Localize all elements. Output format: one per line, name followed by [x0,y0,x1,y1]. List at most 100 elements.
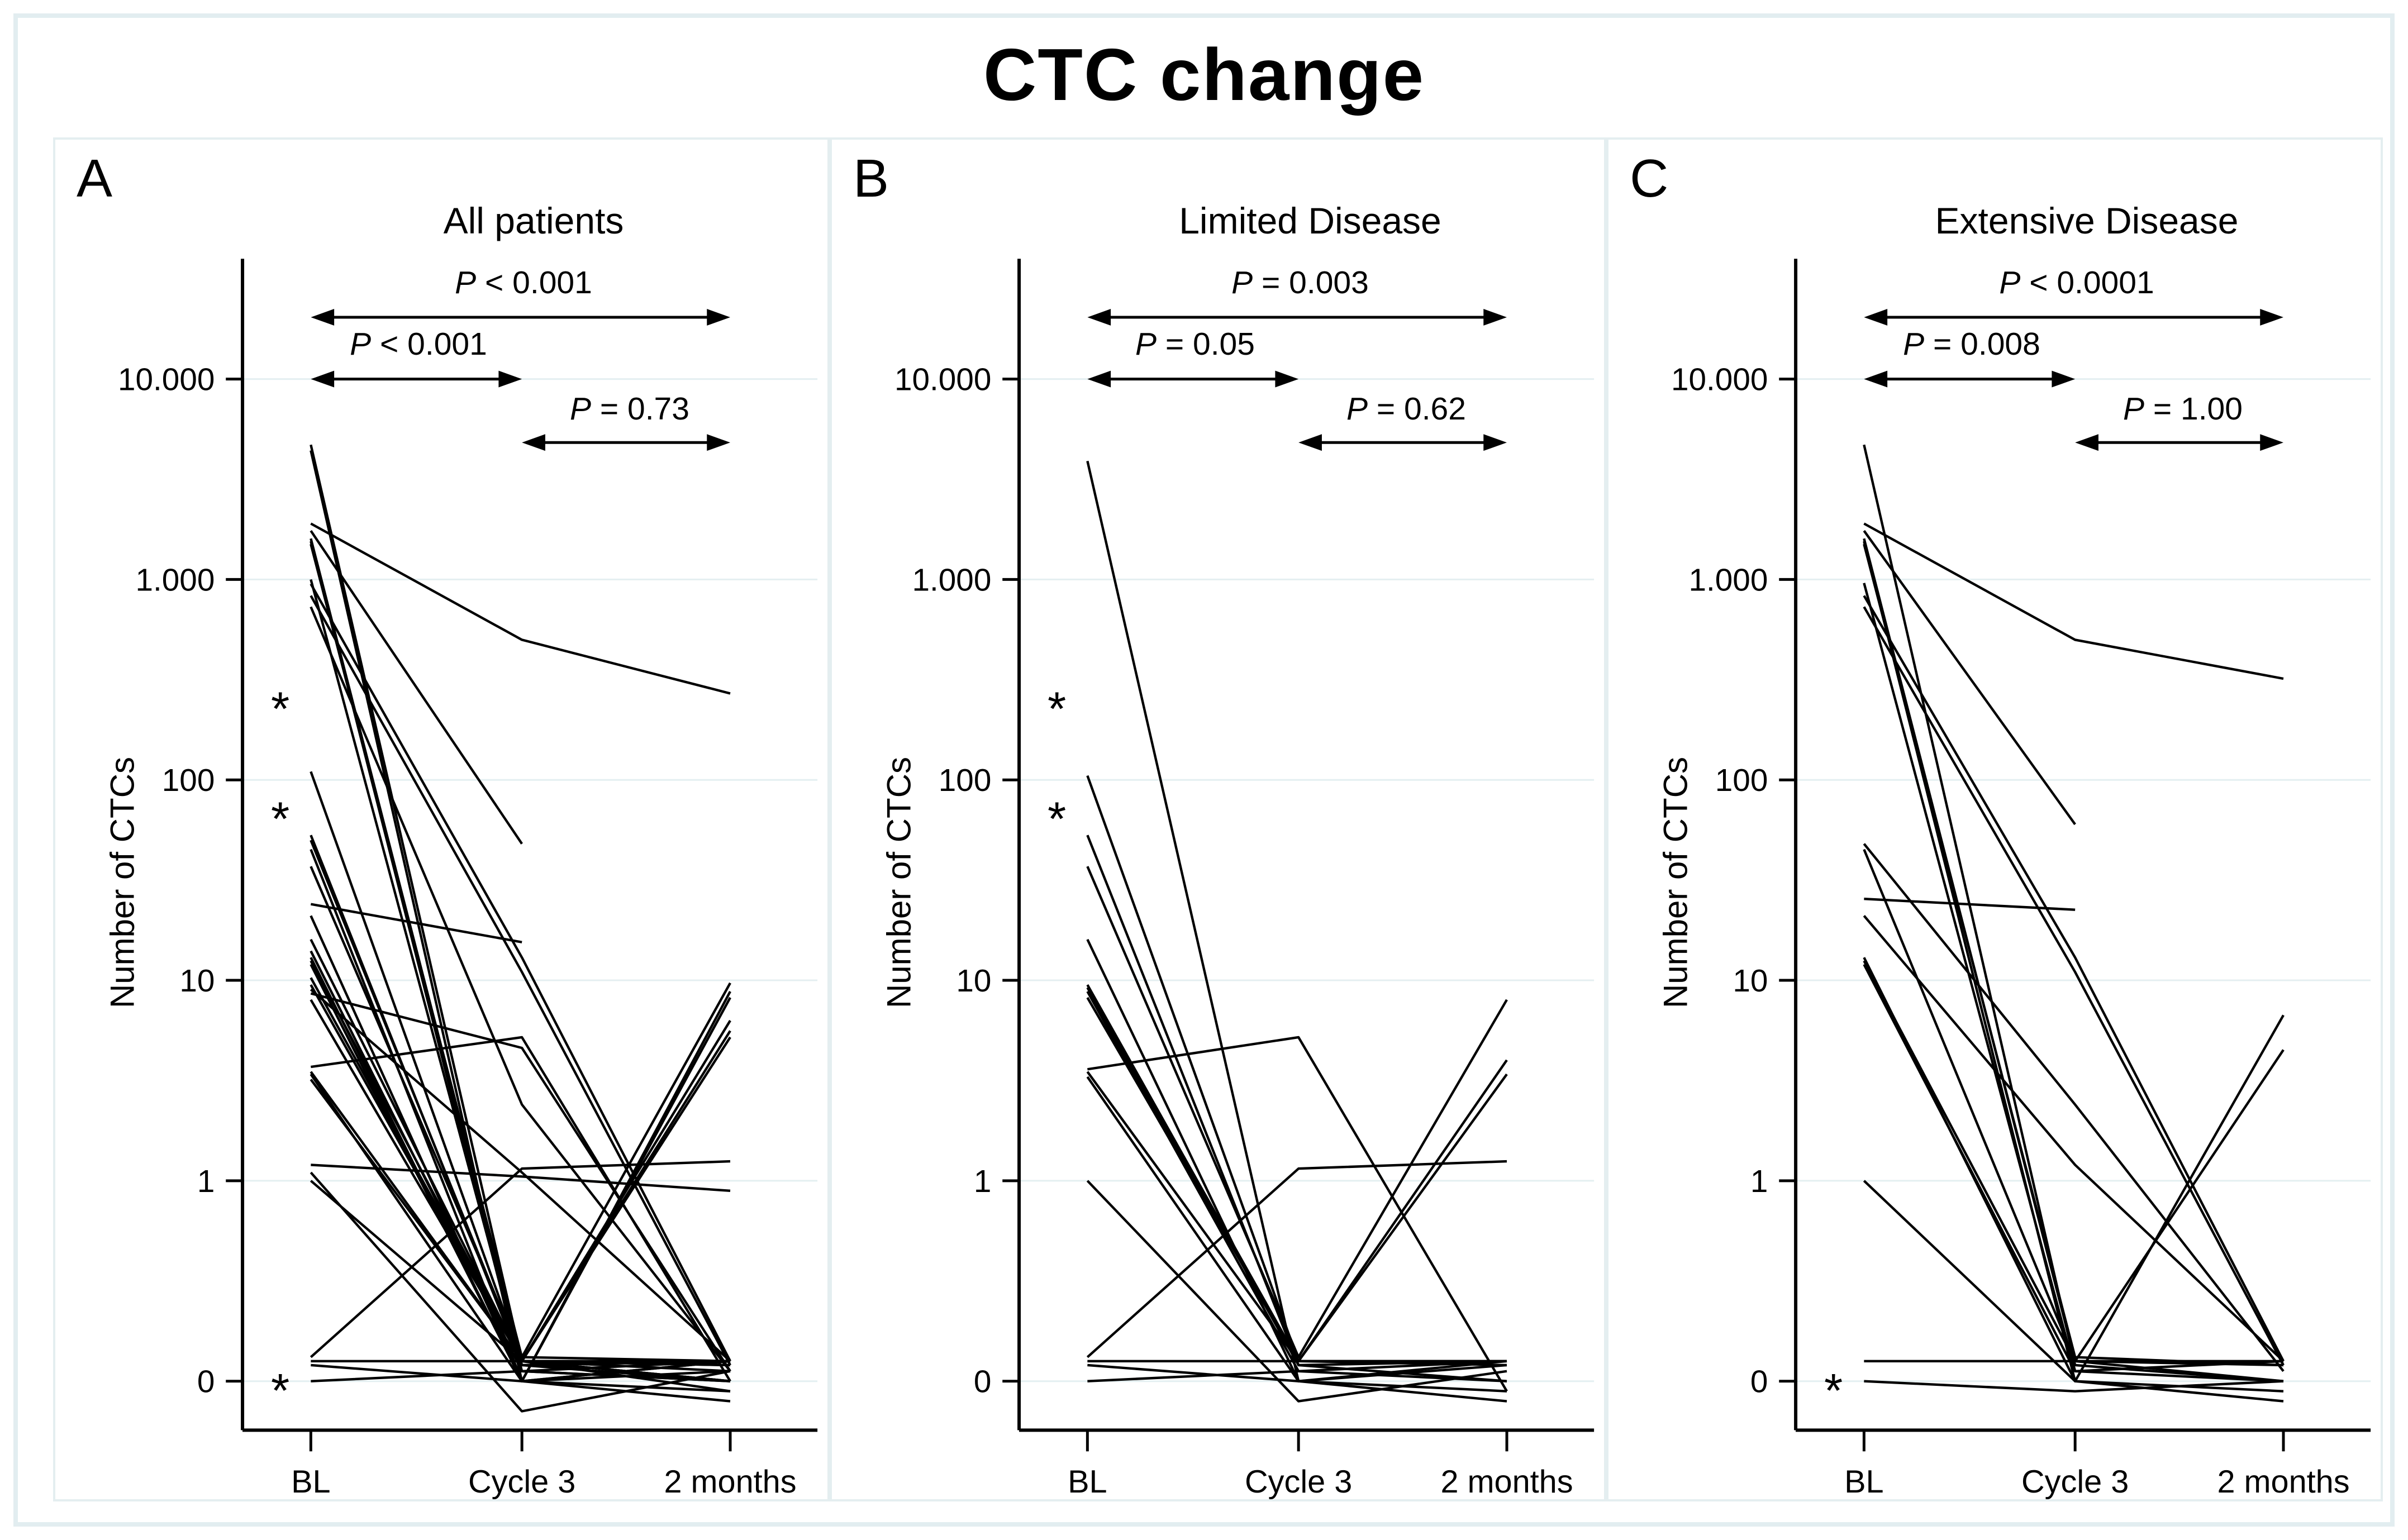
y-tick-label: 100 [939,763,992,798]
patient-line [310,522,731,695]
y-tick-label: 10.000 [1671,362,1768,397]
x-tick-label: 2 months [664,1464,796,1499]
arrow-head-left [1864,370,1888,388]
patient-line [1086,938,1507,1393]
arrow-head-left [522,434,545,451]
patient-line [310,1073,731,1382]
arrow-head-right [2260,434,2284,451]
patient-line [1863,543,2284,1367]
patient-line [1087,1363,1507,1403]
arrow-head-left [1087,370,1111,388]
y-tick-label: 10 [179,964,215,999]
p-symbol: P [1231,265,1253,301]
y-tick-label: 1 [974,1164,992,1199]
censored-asterisk: * [271,682,289,736]
p-value-text: = 0.003 [1253,265,1369,301]
panel-letter: A [77,149,113,208]
arrow-head-left [311,370,335,388]
x-tick-label: BL [1068,1464,1107,1499]
patient-line [311,1164,731,1193]
p-value-text: < 0.001 [476,265,592,301]
p-value-bl-2months: P < 0.001 [328,266,719,299]
patient-line [1863,530,2076,826]
patient-line [1863,843,2285,1372]
patient-line [1863,444,2284,1382]
y-tick-label: 1.000 [1689,562,1768,598]
patient-line [310,866,731,1358]
arrow-head-right [1275,370,1299,388]
patient-line [1863,541,2284,1393]
patient-line [310,903,522,943]
patient-line [1086,1160,1507,1358]
patient-line [1863,595,2285,1362]
p-value-bl-2months: P = 0.003 [1105,266,1496,299]
x-tick-label: 2 months [2217,1464,2349,1499]
patient-line [1864,1380,2284,1393]
patient-line [1864,1360,2284,1367]
y-tick-label: 100 [162,763,215,798]
patient-line [310,992,731,1372]
x-tick-label: Cycle 3 [2021,1464,2129,1499]
patient-line [310,444,731,1367]
arrow-head-left [1864,309,1888,326]
p-symbol: P [2123,391,2145,427]
arrow-head-right [707,434,731,451]
p-symbol: P [455,265,477,301]
patient-line [1087,1360,1507,1382]
x-tick-label: BL [1844,1464,1884,1499]
x-tick-label: Cycle 3 [1245,1464,1352,1499]
p-symbol: P [1999,265,2021,301]
patient-line [1863,522,2284,680]
arrow-head-left [1087,309,1111,326]
arrow-head-right [707,309,731,326]
arrow-head-right [498,370,522,388]
patient-line [310,450,731,1393]
p-value-text: = 0.05 [1157,326,1255,362]
p-symbol: P [1135,326,1157,362]
arrow-head-right [1483,309,1507,326]
x-tick-label: Cycle 3 [468,1464,575,1499]
patient-line [1087,1036,1508,1392]
panel-title: Extensive Disease [1935,200,2239,241]
patient-line [1863,957,2285,1382]
y-tick-label: 0 [197,1365,215,1400]
censored-asterisk: * [1048,792,1066,846]
patient-line [311,1363,731,1403]
y-tick-label: 10 [1733,964,1768,999]
p-symbol: P [1346,391,1368,427]
y-tick-label: 1.000 [912,562,992,598]
patient-line [1863,915,2285,1362]
patient-line [1086,460,1507,1382]
arrow-head-right [2052,370,2076,388]
censored-asterisk: * [271,792,289,846]
arrow-head-right [2260,309,2284,326]
patient-line [310,606,731,1372]
p-symbol: P [1903,326,1925,362]
patient-line [1086,866,1508,1358]
y-tick-label: 0 [974,1365,992,1400]
patient-line [310,1171,731,1413]
patient-line [310,595,731,1366]
y-tick-label: 1 [197,1164,215,1199]
p-value-text: < 0.0001 [2020,265,2154,301]
y-axis-title: Number of CTCs [880,756,918,1009]
y-tick-label: 10.000 [118,362,215,397]
patient-line [310,915,731,1382]
panel-title: Limited Disease [1179,200,1441,241]
y-tick-label: 10.000 [894,362,991,397]
patient-line [310,583,731,1362]
x-tick-label: BL [291,1464,331,1499]
patient-line [310,530,523,845]
figure-title: CTC change [983,34,1425,116]
patient-line [1086,984,1508,1363]
arrow-head-left [2075,434,2098,451]
patient-line [310,988,731,1362]
p-value-text: = 0.008 [1924,326,2040,362]
patient-line [310,541,731,1382]
patient-line [1864,897,2076,911]
